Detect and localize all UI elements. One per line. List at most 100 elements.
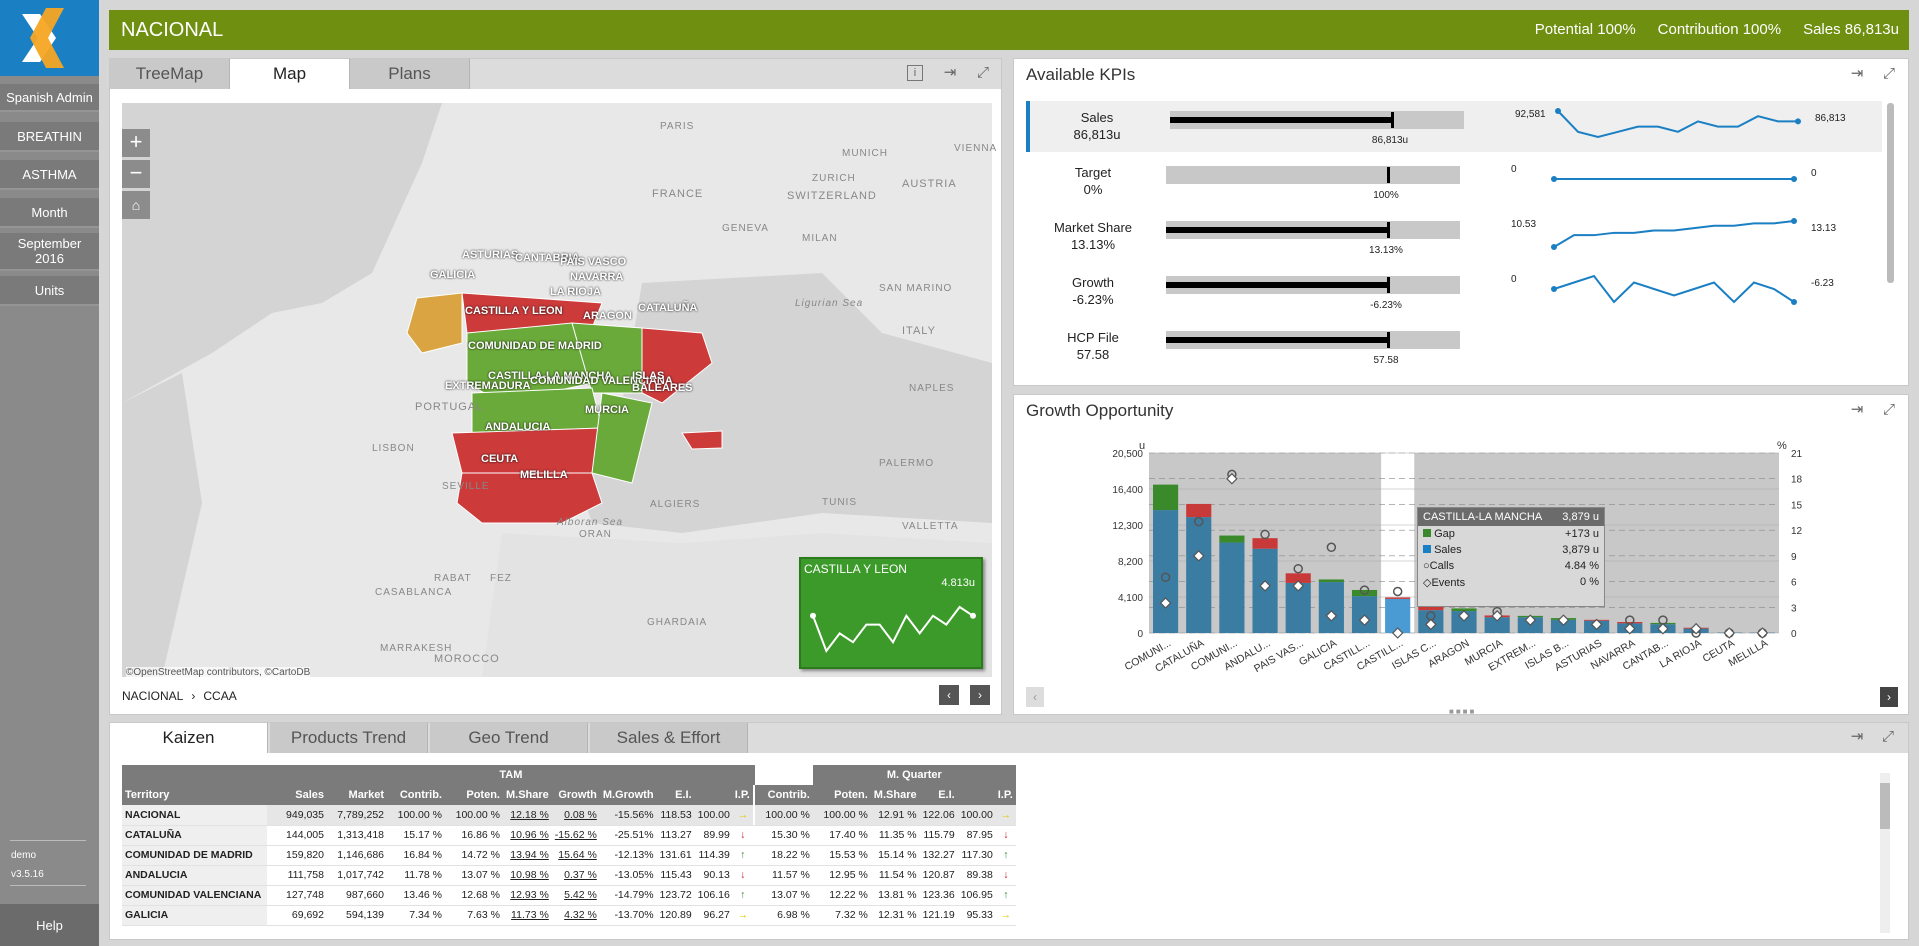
- tab-products-trend[interactable]: Products Trend: [270, 723, 428, 753]
- table-cell: 120.89: [656, 905, 695, 926]
- trend-arrow-icon: ↑: [740, 889, 746, 901]
- next-button[interactable]: ›: [970, 685, 990, 705]
- table-row[interactable]: COMUNIDAD DE MADRID 159,820 1,146,686 16.84…: [122, 845, 1016, 866]
- column-header[interactable]: Sales: [267, 785, 327, 805]
- place-label: MILAN: [802, 233, 838, 244]
- table-cell: 90.13: [694, 865, 733, 886]
- table-row[interactable]: COMUNIDAD VALENCIANA 127,748 987,660 13.46 …: [122, 885, 1016, 906]
- column-header[interactable]: E.I.: [919, 785, 958, 805]
- app-logo[interactable]: [0, 0, 99, 76]
- tab-geo-trend[interactable]: Geo Trend: [430, 723, 588, 753]
- column-header[interactable]: Market: [327, 785, 387, 805]
- tab-sales-effort[interactable]: Sales & Effort: [590, 723, 748, 753]
- sidebar-item-market[interactable]: ASTHMA: [0, 160, 99, 190]
- place-label: ALGIERS: [650, 499, 701, 510]
- sidebar-item-units[interactable]: Units: [0, 276, 99, 306]
- place-label: ORAN: [579, 529, 612, 540]
- breadcrumb-item-ccaa[interactable]: CCAA: [203, 689, 237, 703]
- column-header[interactable]: E.I.: [656, 785, 695, 805]
- tab-plans[interactable]: Plans: [350, 59, 470, 89]
- expand-icon[interactable]: ⤢: [1881, 728, 1894, 745]
- cell-value: 120.87: [922, 869, 955, 881]
- table-cell: -25.51%: [599, 825, 657, 846]
- kpi-sparkline: [1551, 218, 1797, 250]
- breadcrumb-item-nacional[interactable]: NACIONAL: [122, 689, 184, 703]
- expand-icon[interactable]: ⤢: [1882, 65, 1895, 82]
- page-dots[interactable]: ■■■■: [1449, 707, 1477, 716]
- growth-chart[interactable]: 21 18 15 12 9 6 3 0 20,500 16,400 12,300 8,200 4,100…: [1014, 435, 1908, 695]
- sidebar-item-period[interactable]: September 2016: [0, 233, 99, 271]
- column-header[interactable]: Poten.: [812, 785, 871, 805]
- kpi-bar-label: -6.23%: [1370, 300, 1402, 311]
- export-icon[interactable]: ⇥: [943, 64, 957, 81]
- column-header[interactable]: Poten.: [445, 785, 503, 805]
- table-cell: 100.00: [694, 805, 733, 826]
- sidebar-item-user[interactable]: Spanish Admin: [0, 84, 99, 112]
- region-labels: ASTURIAS CANTABRIA PAIS VASCO NAVARRA LA…: [400, 244, 700, 494]
- kpi-label: Sales: [1080, 110, 1114, 125]
- column-header[interactable]: Contrib.: [754, 785, 813, 805]
- chart-next-button[interactable]: ›: [1880, 687, 1898, 707]
- table-cell: 106.16: [694, 885, 733, 906]
- events-marker: [1391, 627, 1404, 639]
- scrollbar[interactable]: [1887, 103, 1894, 283]
- column-header[interactable]: Territory: [122, 785, 267, 805]
- sidebar-item-period-type[interactable]: Month: [0, 198, 99, 228]
- kpi-row[interactable]: Market Share 13.13% 13.13% 10.53 13.13: [1026, 211, 1882, 262]
- cell-value: 100.00 %: [823, 808, 868, 821]
- column-header[interactable]: M.Share: [503, 785, 552, 805]
- help-button[interactable]: Help: [0, 904, 99, 946]
- label-toggle-icon[interactable]: ⌂: [122, 191, 150, 219]
- table-cell: 1,146,686: [327, 845, 387, 866]
- export-icon[interactable]: ⇥: [1850, 401, 1864, 418]
- column-header[interactable]: Contrib.: [387, 785, 445, 805]
- info-icon[interactable]: i: [907, 65, 923, 81]
- cell-value: 6.98 %: [777, 909, 810, 921]
- export-icon[interactable]: ⇥: [1850, 65, 1864, 82]
- table-row[interactable]: CATALUÑA 144,005 1,313,418 15.17 % 16.86 % 10…: [122, 825, 1016, 846]
- tab-kaizen[interactable]: Kaizen: [110, 723, 268, 753]
- y-tick-right: 0: [1791, 629, 1797, 640]
- scrollbar-thumb[interactable]: [1880, 783, 1890, 829]
- kaizen-tabbar: Kaizen Products Trend Geo Trend Sales & …: [110, 723, 1908, 753]
- place-label: LISBON: [372, 443, 415, 454]
- zoom-in-button[interactable]: +: [122, 129, 150, 157]
- tab-treemap[interactable]: TreeMap: [110, 59, 230, 89]
- sidebar-item-product[interactable]: BREATHIN: [0, 122, 99, 152]
- table-cell: 5.42 %: [551, 885, 600, 906]
- cell-value: 106.95: [960, 889, 993, 901]
- page-title: NACIONAL: [121, 19, 224, 41]
- table-row[interactable]: GALICIA 69,692 594,139 7.34 % 7.63 % 11.73 % 4…: [122, 905, 1016, 926]
- region-cataluna: [641, 327, 713, 404]
- tab-map[interactable]: Map: [230, 59, 350, 89]
- kaizen-table: TAM M. Quarter Territory Sales Market Contr…: [122, 765, 1016, 926]
- table-cell: 122.06: [919, 805, 958, 826]
- sales-bar: [1153, 510, 1179, 633]
- kpi-row[interactable]: Target 0% 100% 0 0: [1026, 156, 1882, 207]
- column-header[interactable]: M.Share: [870, 785, 920, 805]
- app-version: v3.5.16: [11, 869, 44, 880]
- cell-value: 12.18 %: [510, 808, 549, 821]
- zoom-out-button[interactable]: −: [122, 160, 150, 188]
- column-header[interactable]: I.P.: [694, 785, 753, 805]
- scrollbar-track[interactable]: [1880, 773, 1890, 933]
- table-row[interactable]: NACIONAL 949,035 7,789,252 100.00 % 100.00 %…: [122, 805, 1016, 826]
- expand-icon[interactable]: ⤢: [1882, 401, 1895, 418]
- kpi-row[interactable]: Sales 86,813u 86,813u 92,581 86,813: [1026, 101, 1882, 152]
- column-header[interactable]: Growth: [551, 785, 600, 805]
- expand-icon[interactable]: ⤢: [976, 64, 989, 81]
- events-marker: [1226, 472, 1238, 485]
- divider: [10, 885, 86, 886]
- cell-value: 12.31 %: [878, 909, 917, 921]
- column-header[interactable]: M.Growth: [599, 785, 657, 805]
- kpi-row[interactable]: Growth -6.23% -6.23% 0 -6.23: [1026, 266, 1882, 317]
- kpi-row[interactable]: HCP File 57.58 57.58: [1026, 321, 1882, 372]
- cell-value: 18.22 %: [771, 849, 810, 861]
- tooltip-val: 4.84 %: [1564, 560, 1599, 572]
- chart-prev-button[interactable]: ‹: [1026, 687, 1044, 707]
- prev-button[interactable]: ‹: [939, 685, 959, 705]
- column-header[interactable]: I.P.: [957, 785, 1016, 805]
- growth-panel: Growth Opportunity ⇥ ⤢ 21 18 15 12 9 6 3 0 20,50…: [1013, 394, 1909, 716]
- table-row[interactable]: ANDALUCIA 111,758 1,017,742 11.78 % 13.07 % 1…: [122, 865, 1016, 886]
- export-icon[interactable]: ⇥: [1850, 728, 1864, 745]
